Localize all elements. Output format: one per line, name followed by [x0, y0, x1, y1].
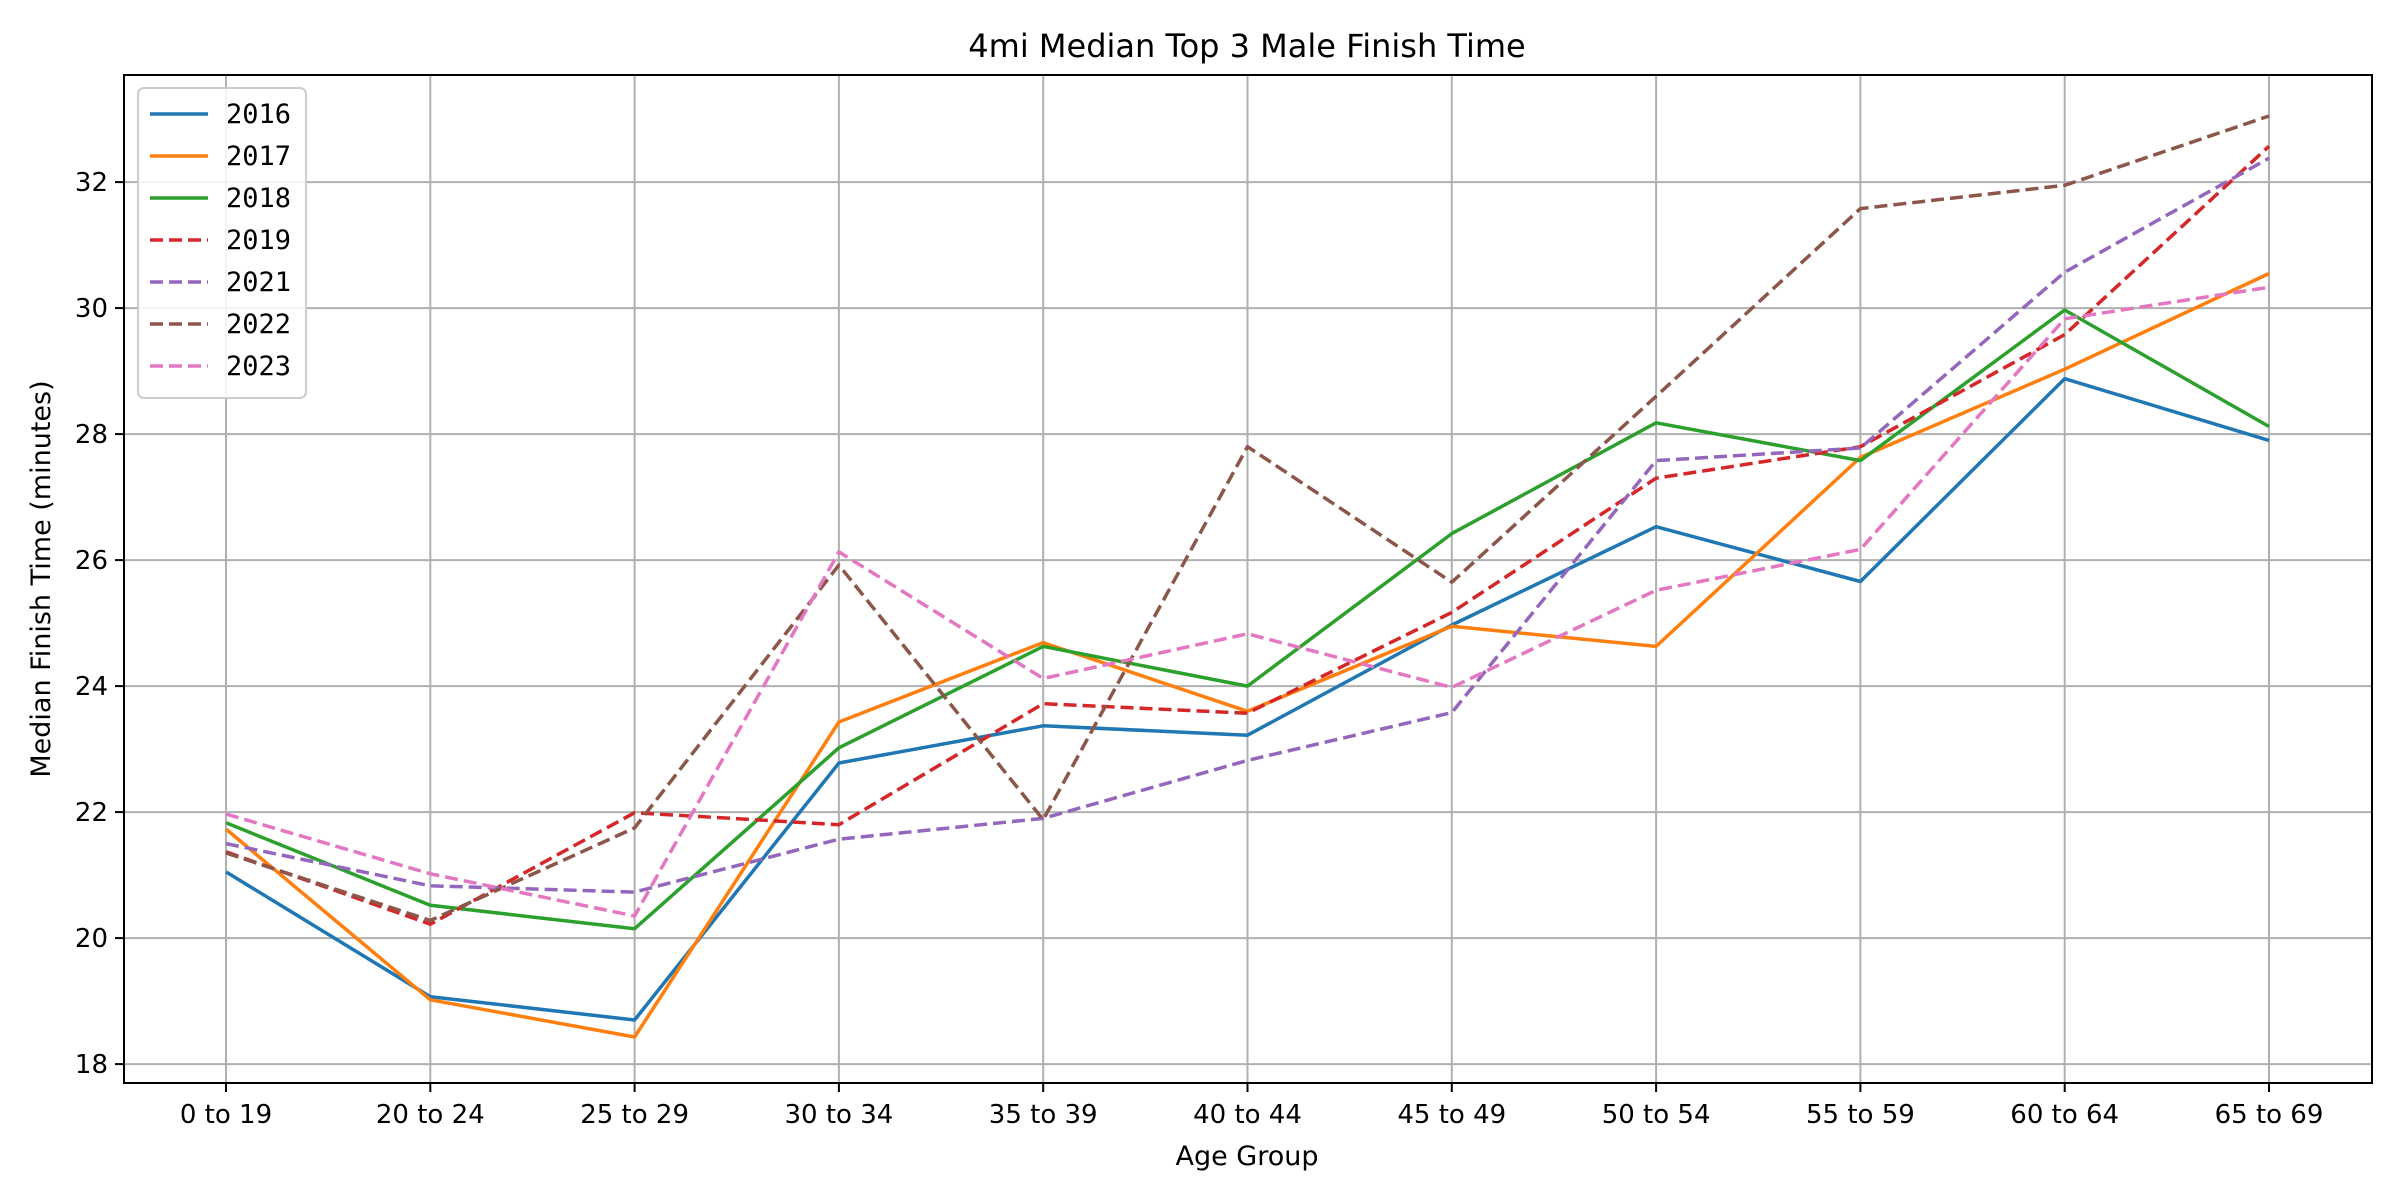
legend: 2016 2017 2018 2019 2021 2022 2023 [137, 87, 307, 399]
legend-label: 2018 [226, 183, 291, 214]
legend-label: 2017 [226, 141, 291, 172]
y-tick-label: 20 [75, 924, 108, 954]
x-tick-label: 60 to 64 [2010, 1100, 2119, 1130]
x-tick-label: 20 to 24 [376, 1100, 485, 1130]
series-line-2023 [225, 285, 2270, 918]
y-tick-label: 28 [75, 420, 108, 450]
y-axis-ticks: 18 20 22 24 26 28 30 32 [75, 168, 124, 1080]
x-tick-label: 30 to 34 [784, 1100, 893, 1130]
y-tick-label: 26 [75, 546, 108, 576]
x-tick-label: 45 to 49 [1397, 1100, 1506, 1130]
legend-label: 2021 [226, 267, 291, 298]
x-axis-ticks: 0 to 19 20 to 24 25 to 29 30 to 34 35 to 39 4… [180, 1083, 2324, 1130]
x-tick-label: 55 to 59 [1806, 1100, 1915, 1130]
legend-box [137, 87, 307, 399]
y-tick-label: 32 [75, 168, 108, 198]
legend-label: 2019 [226, 225, 291, 256]
x-tick-label: 50 to 54 [1602, 1100, 1711, 1130]
x-tick-label: 65 to 69 [2215, 1100, 2324, 1130]
grid [124, 75, 2372, 1083]
y-tick-label: 18 [75, 1050, 108, 1080]
x-axis-title: Age Group [1175, 1141, 1318, 1172]
y-axis-title: Median Finish Time (minutes) [26, 380, 57, 777]
y-tick-label: 22 [75, 798, 108, 828]
series-line-2021 [225, 156, 2270, 894]
series-line-2019 [225, 144, 2271, 926]
x-tick-label: 0 to 19 [180, 1100, 272, 1130]
x-tick-label: 25 to 29 [580, 1100, 689, 1130]
chart-title: 4mi Median Top 3 Male Finish Time [968, 27, 1525, 65]
legend-label: 2016 [226, 99, 291, 130]
legend-label: 2022 [226, 309, 291, 340]
legend-label: 2023 [226, 351, 291, 382]
series-line-2016 [225, 376, 2270, 1022]
y-tick-label: 24 [75, 672, 108, 702]
y-tick-label: 30 [75, 294, 108, 324]
x-tick-label: 35 to 39 [989, 1100, 1098, 1130]
x-tick-label: 40 to 44 [1193, 1100, 1302, 1130]
series-lines [224, 114, 2271, 1039]
